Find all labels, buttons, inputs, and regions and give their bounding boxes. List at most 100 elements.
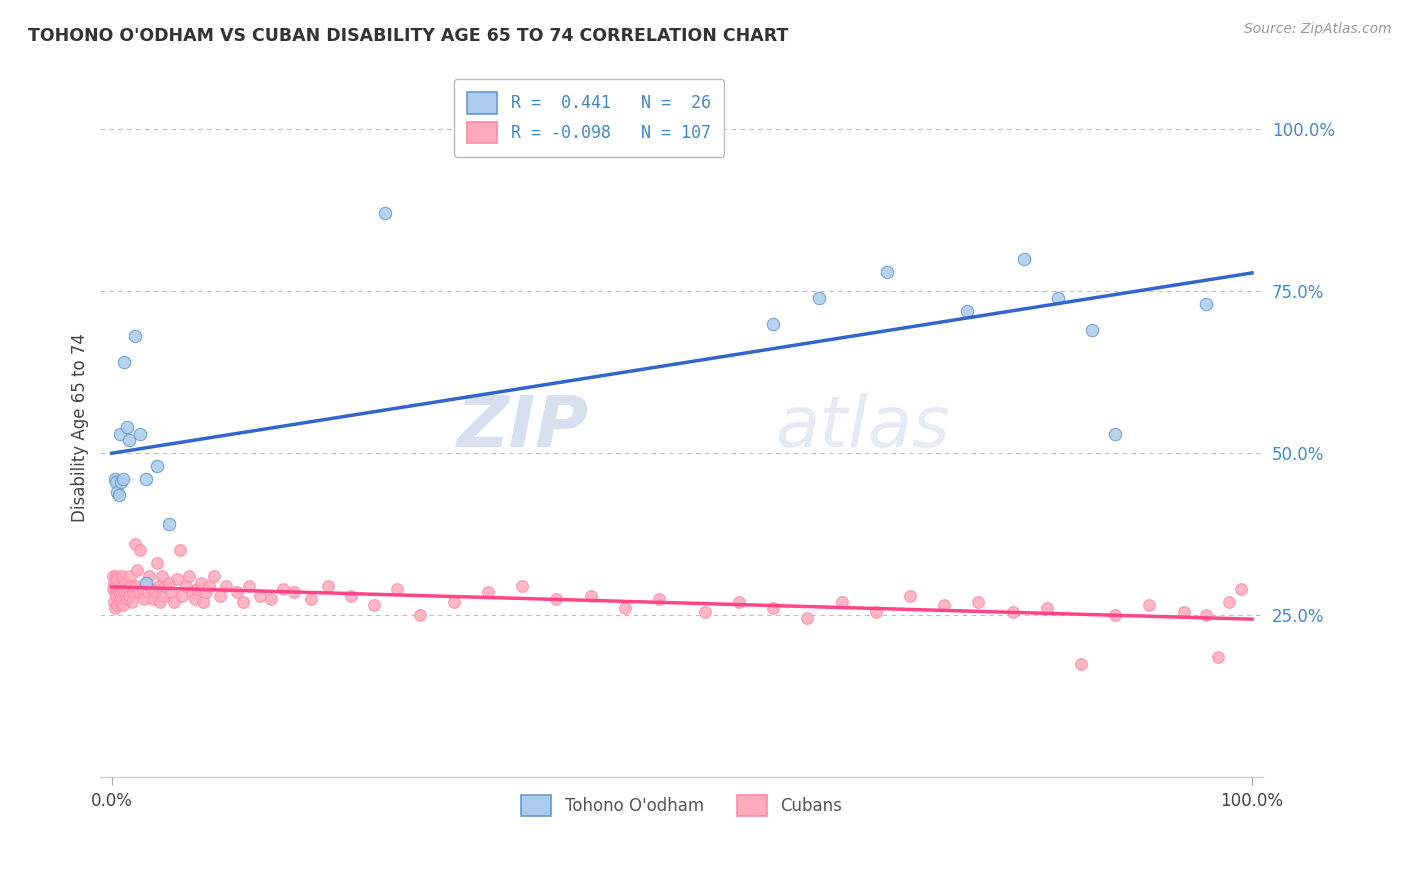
Point <box>184 591 207 606</box>
Point <box>124 537 146 551</box>
Point <box>728 595 751 609</box>
Point <box>118 433 141 447</box>
Y-axis label: Disability Age 65 to 74: Disability Age 65 to 74 <box>72 333 89 522</box>
Point <box>693 605 716 619</box>
Point <box>613 601 636 615</box>
Point <box>408 607 430 622</box>
Point <box>385 582 408 596</box>
Point <box>226 585 249 599</box>
Point <box>195 585 218 599</box>
Point <box>135 472 157 486</box>
Point <box>148 579 170 593</box>
Point <box>169 543 191 558</box>
Point <box>107 488 129 502</box>
Point <box>104 472 127 486</box>
Text: TOHONO O'ODHAM VS CUBAN DISABILITY AGE 65 TO 74 CORRELATION CHART: TOHONO O'ODHAM VS CUBAN DISABILITY AGE 6… <box>28 27 789 45</box>
Point <box>104 601 127 615</box>
Point <box>796 611 818 625</box>
Point <box>1218 595 1240 609</box>
Point <box>762 601 785 615</box>
Point <box>762 317 785 331</box>
Point <box>136 585 159 599</box>
Point <box>146 556 169 570</box>
Point <box>179 569 201 583</box>
Point <box>110 585 132 599</box>
Point <box>191 595 214 609</box>
Point <box>215 579 238 593</box>
Point <box>110 475 132 490</box>
Point <box>934 599 956 613</box>
Point <box>155 579 177 593</box>
Point <box>1070 657 1092 671</box>
Point <box>1036 601 1059 615</box>
Point <box>129 426 152 441</box>
Point <box>122 585 145 599</box>
Point <box>141 582 163 596</box>
Point <box>128 585 150 599</box>
Point <box>271 582 294 596</box>
Point <box>138 569 160 583</box>
Point <box>1047 291 1070 305</box>
Point <box>118 569 141 583</box>
Point <box>143 585 166 599</box>
Point <box>129 543 152 558</box>
Point <box>1001 605 1024 619</box>
Point <box>103 575 125 590</box>
Point <box>101 582 124 596</box>
Point <box>166 572 188 586</box>
Text: ZIP: ZIP <box>457 392 589 462</box>
Point <box>115 420 138 434</box>
Point <box>111 579 134 593</box>
Point <box>125 563 148 577</box>
Point <box>172 589 194 603</box>
Point <box>1195 297 1218 311</box>
Point <box>112 472 135 486</box>
Point <box>114 575 136 590</box>
Point <box>112 585 135 599</box>
Point <box>249 589 271 603</box>
Point <box>157 575 180 590</box>
Point <box>648 591 671 606</box>
Point <box>510 579 533 593</box>
Point <box>1173 605 1195 619</box>
Text: Source: ZipAtlas.com: Source: ZipAtlas.com <box>1244 22 1392 37</box>
Point <box>115 591 138 606</box>
Point <box>149 595 172 609</box>
Point <box>111 569 134 583</box>
Point <box>103 595 125 609</box>
Point <box>152 589 174 603</box>
Point <box>898 589 921 603</box>
Point <box>209 589 232 603</box>
Point <box>174 579 197 593</box>
Point <box>142 591 165 606</box>
Point <box>107 582 129 596</box>
Point <box>124 329 146 343</box>
Point <box>299 591 322 606</box>
Point <box>108 426 131 441</box>
Point <box>107 599 129 613</box>
Point <box>374 206 396 220</box>
Point <box>132 591 155 606</box>
Point <box>865 605 887 619</box>
Point <box>232 595 254 609</box>
Point <box>104 579 127 593</box>
Point <box>443 595 465 609</box>
Point <box>121 595 143 609</box>
Point <box>1195 607 1218 622</box>
Point <box>1081 323 1104 337</box>
Point <box>546 591 568 606</box>
Point <box>202 569 225 583</box>
Point <box>197 579 219 593</box>
Point <box>1137 599 1160 613</box>
Point <box>108 575 131 590</box>
Point <box>105 569 128 583</box>
Point <box>283 585 305 599</box>
Point <box>117 582 139 596</box>
Point <box>190 575 212 590</box>
Point <box>967 595 990 609</box>
Point <box>104 585 127 599</box>
Point <box>1104 426 1126 441</box>
Point <box>831 595 853 609</box>
Point <box>131 582 153 596</box>
Point <box>157 517 180 532</box>
